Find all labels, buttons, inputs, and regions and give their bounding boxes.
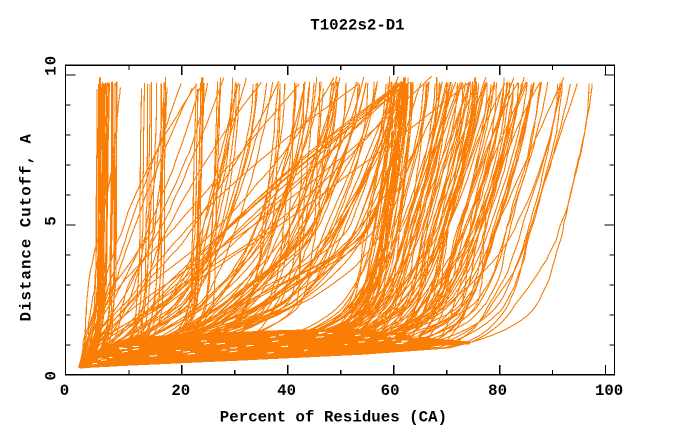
svg-text:5: 5 [42,215,60,225]
svg-text:80: 80 [488,382,507,400]
svg-text:100: 100 [595,382,623,400]
svg-text:0: 0 [42,370,60,380]
svg-text:60: 60 [381,382,400,400]
svg-text:20: 20 [171,382,190,400]
svg-text:10: 10 [42,55,60,76]
svg-text:40: 40 [277,382,296,400]
svg-text:Percent of Residues (CA): Percent of Residues (CA) [220,408,447,426]
svg-text:T1022s2-D1: T1022s2-D1 [310,17,404,35]
svg-text:0: 0 [60,382,69,400]
svg-text:Distance Cutoff, A: Distance Cutoff, A [18,133,36,321]
